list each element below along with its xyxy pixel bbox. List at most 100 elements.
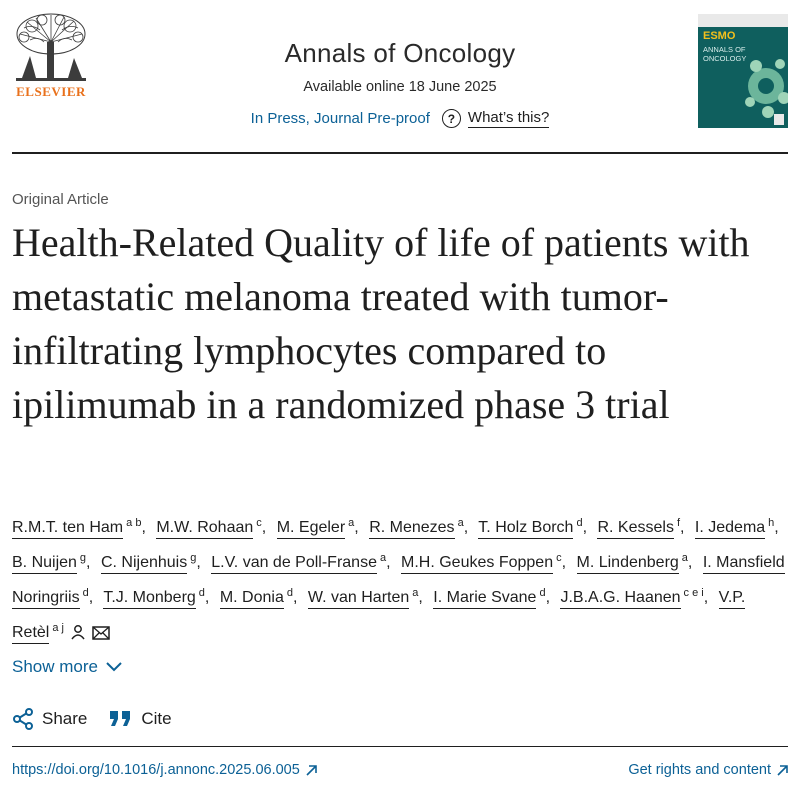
- author-item: T. Holz Borch d,: [478, 517, 593, 539]
- author-item: V.P. Retèl a j: [12, 589, 746, 644]
- mail-icon[interactable]: [92, 626, 110, 640]
- author-affiliation[interactable]: d: [539, 587, 546, 599]
- external-link-icon: [306, 764, 317, 776]
- author-name-link[interactable]: I. Marie Svane: [433, 589, 537, 609]
- author-affiliation[interactable]: d: [82, 587, 89, 599]
- author-affiliation[interactable]: c: [556, 552, 562, 564]
- author-separator: ,: [774, 519, 779, 536]
- author-name-link[interactable]: I. Mansfield Noringriis: [12, 554, 785, 609]
- author-name-link[interactable]: C. Nijenhuis: [100, 554, 188, 574]
- show-more-button[interactable]: Show more: [12, 657, 122, 677]
- share-label: Share: [42, 709, 88, 728]
- author-item: I. Marie Svane d,: [433, 587, 556, 609]
- author-item: J.B.A.G. Haanen c e i,: [560, 587, 714, 609]
- cover-journal-name: ANNALS OF ONCOLOGY: [703, 45, 747, 63]
- question-icon: ?: [441, 109, 461, 128]
- whats-this-button[interactable]: ? What’s this?: [441, 109, 550, 128]
- author-affiliation[interactable]: c: [256, 517, 262, 529]
- share-button[interactable]: Share: [12, 708, 87, 730]
- in-press-link[interactable]: In Press, Journal Pre-proof: [250, 110, 430, 127]
- journal-cover-image[interactable]: ESMO ANNALS OF ONCOLOGY: [698, 14, 788, 128]
- author-item: M. Egeler a,: [276, 517, 365, 539]
- person-icon[interactable]: [70, 624, 86, 640]
- author-separator: ,: [261, 519, 267, 536]
- whats-this-label: What’s this?: [467, 109, 550, 128]
- author-separator: ,: [418, 589, 423, 606]
- author-affiliation[interactable]: g: [190, 552, 197, 564]
- author-affiliation[interactable]: h: [768, 517, 775, 529]
- author-separator: ,: [354, 519, 359, 536]
- author-name-link[interactable]: M. Donia: [219, 589, 284, 609]
- author-affiliation[interactable]: f: [676, 517, 680, 529]
- author-item: B. Nuijen g,: [12, 552, 97, 574]
- author-separator: ,: [463, 519, 469, 536]
- author-name-link[interactable]: R. Kessels: [597, 519, 674, 539]
- author-affiliation[interactable]: c e i: [683, 587, 704, 599]
- cite-label: Cite: [141, 709, 172, 728]
- author-name-link[interactable]: I. Jedema: [694, 519, 766, 539]
- author-item: M. Lindenberg a,: [576, 552, 699, 574]
- author-item: M. Donia d,: [219, 587, 304, 609]
- cite-button[interactable]: Cite: [109, 709, 172, 729]
- elsevier-logo[interactable]: ELSEVIER: [12, 12, 90, 102]
- author-name-link[interactable]: T.J. Monberg: [103, 589, 196, 609]
- author-name-link[interactable]: R.M.T. ten Ham: [12, 519, 124, 539]
- author-item: R.M.T. ten Ham a b,: [12, 517, 152, 539]
- author-affiliation[interactable]: a: [457, 517, 464, 529]
- author-separator: ,: [680, 519, 685, 536]
- author-affiliation[interactable]: a: [379, 552, 387, 564]
- author-name-link[interactable]: M.W. Rohaan: [156, 519, 254, 539]
- author-name-link[interactable]: L.V. van de Poll-Franse: [211, 554, 377, 574]
- author-name-link[interactable]: T. Holz Borch: [478, 519, 574, 539]
- article-title: Health-Related Quality of life of patien…: [12, 220, 750, 427]
- author-item: M.H. Geukes Foppen c,: [401, 552, 572, 574]
- author-separator: ,: [141, 519, 146, 536]
- author-affiliation[interactable]: g: [79, 552, 87, 564]
- author-affiliation[interactable]: a: [412, 587, 419, 599]
- author-item: M.W. Rohaan c,: [156, 517, 272, 539]
- author-name-link[interactable]: V.P. Retèl: [12, 589, 746, 644]
- rights-link[interactable]: Get rights and content: [628, 762, 788, 778]
- author-name-link[interactable]: M. Lindenberg: [576, 554, 679, 574]
- quote-icon: [110, 711, 131, 726]
- cover-brand: ESMO: [703, 30, 736, 42]
- author-affiliation[interactable]: d: [576, 517, 583, 529]
- author-affiliation[interactable]: d: [286, 587, 293, 599]
- author-separator: ,: [545, 589, 551, 606]
- journal-info: Annals of Oncology Available online 18 J…: [162, 38, 638, 128]
- author-affiliation[interactable]: a b: [126, 517, 142, 529]
- author-name-link[interactable]: M. Egeler: [276, 519, 346, 539]
- author-separator: ,: [703, 589, 709, 606]
- author-separator: ,: [88, 589, 94, 606]
- author-affiliation[interactable]: a j: [52, 622, 64, 634]
- author-item: W. van Harten a,: [307, 587, 429, 609]
- author-name-link[interactable]: J.B.A.G. Haanen: [560, 589, 681, 609]
- author-name-link[interactable]: M.H. Geukes Foppen: [401, 554, 554, 574]
- author-list: R.M.T. ten Ham a b, M.W. Rohaan c, M. Egel…: [12, 508, 788, 648]
- author-name-link[interactable]: W. van Harten: [307, 589, 410, 609]
- journal-header: ELSEVIER Annals of Oncology Available on…: [12, 12, 788, 154]
- author-affiliation[interactable]: a: [348, 517, 355, 529]
- author-separator: ,: [561, 554, 567, 571]
- tree-icon: [16, 13, 86, 81]
- author-separator: ,: [196, 554, 201, 571]
- external-link-icon: [777, 764, 788, 776]
- doi-link[interactable]: https://doi.org/10.1016/j.annonc.2025.06…: [12, 762, 317, 778]
- author-separator: ,: [386, 554, 391, 571]
- author-separator: ,: [582, 519, 588, 536]
- author-name-link[interactable]: R. Menezes: [369, 519, 455, 539]
- status-row: In Press, Journal Pre-proof ? What’s thi…: [162, 109, 638, 128]
- journal-title[interactable]: Annals of Oncology: [284, 38, 516, 68]
- author-affiliation[interactable]: d: [198, 587, 205, 599]
- author-separator: ,: [86, 554, 91, 571]
- article-type: Original Article: [12, 191, 109, 208]
- share-icon: [13, 708, 33, 730]
- author-name-link[interactable]: B. Nuijen: [12, 554, 77, 574]
- author-item: C. Nijenhuis g,: [100, 552, 207, 574]
- article-actions: Share Cite: [12, 708, 172, 730]
- author-affiliation[interactable]: a: [681, 552, 688, 564]
- show-more-label: Show more: [12, 657, 98, 676]
- available-date: Available online 18 June 2025: [303, 79, 497, 95]
- author-separator: ,: [204, 589, 210, 606]
- author-item: L.V. van de Poll-Franse a,: [211, 552, 396, 574]
